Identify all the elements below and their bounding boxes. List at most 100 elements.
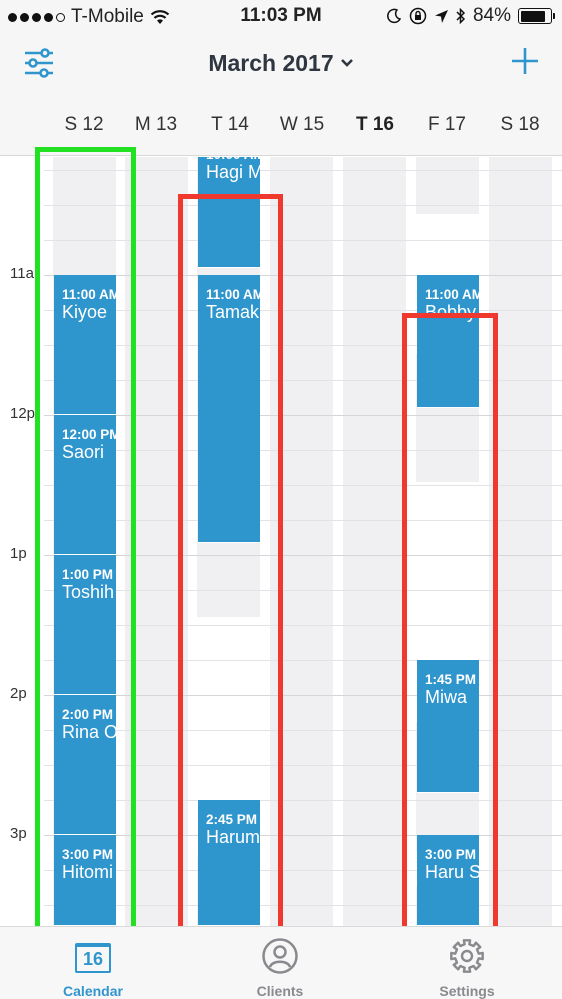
quarter-line: [44, 345, 562, 346]
hour-line: [44, 555, 562, 556]
plus-icon: [512, 48, 538, 74]
month-picker[interactable]: March 2017: [0, 50, 562, 77]
tab-label: Settings: [439, 983, 495, 999]
quarter-line: [44, 660, 562, 661]
quarter-line: [44, 730, 562, 731]
appointment-block[interactable]: 10:00 AMHagi M: [198, 157, 260, 268]
hour-line: [44, 835, 562, 836]
hour-line: [44, 275, 562, 276]
appointment-time: 11:00 AM: [425, 287, 479, 302]
appointment-client: Toshih: [62, 582, 115, 602]
status-right: 84%: [386, 5, 555, 27]
battery-icon: [518, 8, 555, 24]
tab-calendar[interactable]: 16 Calendar: [33, 927, 153, 999]
day-column[interactable]: [270, 157, 333, 926]
day-header-t-16[interactable]: T 16: [355, 114, 395, 135]
appointment-block[interactable]: 11:00 AM Tamak: [198, 275, 260, 544]
tab-bar: 16 Calendar Clients Settings: [0, 926, 562, 999]
add-appointment-button[interactable]: [510, 46, 540, 76]
bluetooth-icon: [456, 7, 466, 25]
clock: 11:03 PM: [240, 5, 322, 26]
tab-settings[interactable]: Settings: [407, 927, 527, 999]
day-header-w-15[interactable]: W 15: [279, 114, 325, 135]
hour-label: 12p: [10, 405, 36, 422]
week-day-header: S 12 M 13 T 14 W 15 T 16 F 17 S 18: [0, 94, 562, 156]
day-header-t-14[interactable]: T 14: [211, 114, 249, 135]
appointment-block[interactable]: 3:00 PM Hitomi: [54, 835, 116, 926]
hour-line: [44, 415, 562, 416]
tab-label: Calendar: [63, 983, 123, 999]
quarter-line: [44, 450, 562, 451]
moon-icon: [387, 8, 402, 24]
location-arrow-icon: [434, 9, 448, 23]
appointment-time: 3:00 PM: [425, 847, 477, 862]
quarter-line: [44, 170, 562, 171]
appointment-block[interactable]: 11:00 AM Kiyoe: [54, 275, 116, 415]
hour-line: [44, 695, 562, 696]
appointment-block[interactable]: 3:00 PM Haru S: [417, 835, 479, 926]
wifi-icon: [150, 10, 170, 24]
appointment-client: Miwa: [425, 687, 468, 707]
day-header-f-17[interactable]: F 17: [427, 114, 467, 135]
status-bar: T-Mobile 11:03 PM 84%: [0, 0, 562, 34]
day-header-m-13[interactable]: M 13: [134, 114, 178, 135]
page-title: March 2017: [208, 50, 334, 76]
hour-label: 11a: [10, 265, 34, 282]
status-left: T-Mobile: [8, 6, 170, 28]
appointment-time: 12:00 PM: [62, 427, 116, 442]
appointment-time: 2:45 PM: [206, 812, 258, 827]
appointment-client: Bobby: [425, 302, 477, 322]
tab-label: Clients: [256, 983, 304, 999]
appointment-time: 1:45 PM: [425, 672, 477, 687]
calendar-icon: 16: [75, 943, 111, 973]
appointment-block[interactable]: 12:00 PM Saori: [54, 415, 116, 555]
sliders-icon: [25, 48, 53, 78]
hour-label: 2p: [10, 685, 27, 702]
quarter-line: [44, 380, 562, 381]
quarter-line: [44, 765, 562, 766]
appointment-time: 3:00 PM: [62, 847, 114, 862]
appointment-block[interactable]: 2:00 PM Rina O: [54, 695, 116, 835]
appointment-client: Tamak: [206, 302, 260, 322]
day-header-s-12[interactable]: S 12: [64, 114, 104, 135]
appointment-time: 2:00 PM: [62, 707, 114, 722]
appointment-client: Kiyoe: [62, 302, 108, 322]
quarter-line: [44, 590, 562, 591]
hour-label: 1p: [10, 545, 27, 562]
chevron-down-icon: [340, 59, 353, 67]
day-column[interactable]: [343, 157, 406, 926]
appointment-client: Harum: [206, 827, 260, 847]
quarter-line: [44, 205, 562, 206]
appointment-client: Hitomi: [62, 862, 114, 882]
quarter-line: [44, 485, 562, 486]
quarter-line: [44, 800, 562, 801]
filter-button[interactable]: [22, 47, 56, 79]
appointment-time: 10:00 AM: [206, 157, 260, 162]
appointment-block[interactable]: 1:45 PM Miwa: [417, 660, 479, 793]
day-column[interactable]: [125, 157, 188, 926]
tab-clients[interactable]: Clients: [220, 927, 340, 999]
gear-icon: [450, 939, 484, 973]
quarter-line: [44, 310, 562, 311]
nav-bar: March 2017: [0, 34, 562, 94]
battery-percent: 84%: [472, 5, 511, 26]
appointment-block[interactable]: 11:00 AM Bobby: [417, 275, 479, 408]
carrier-name: T-Mobile: [71, 6, 144, 27]
appointment-client: Haru S: [425, 862, 479, 882]
appointment-client: Saori: [62, 442, 105, 462]
appointment-block[interactable]: 2:45 PM Harum: [198, 800, 260, 926]
person-icon: [262, 938, 298, 974]
appointment-time: 1:00 PM: [62, 567, 114, 582]
quarter-line: [44, 240, 562, 241]
day-column[interactable]: [489, 157, 552, 926]
appointment-time: 11:00 AM: [62, 287, 116, 302]
appointment-block[interactable]: 1:00 PM Toshih: [54, 555, 116, 695]
day-header-s-18[interactable]: S 18: [500, 114, 540, 135]
signal-strength-icon: [8, 12, 65, 22]
calendar-grid[interactable]: 11a 12p 1p 2p 3p 11:00 AM Kiyoe 12:00 PM Saori 1:…: [0, 157, 562, 926]
appointment-time: 11:00 AM: [206, 287, 260, 302]
rotation-lock-icon: [409, 7, 427, 25]
hour-label: 3p: [10, 825, 27, 842]
quarter-line: [44, 625, 562, 626]
quarter-line: [44, 905, 562, 906]
